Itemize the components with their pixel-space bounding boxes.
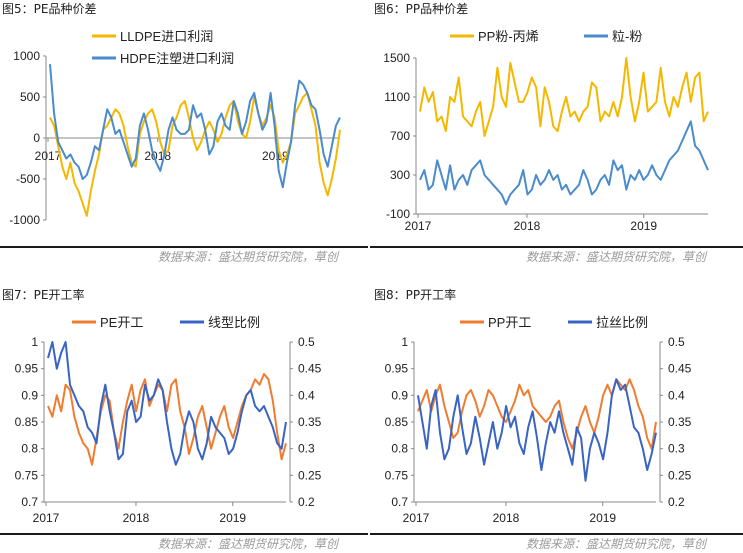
- chart-4-y-tick-label: 0.7: [391, 495, 408, 509]
- chart-4-series-2-line: [417, 378, 657, 482]
- chart-4-legend-label-2: 拉丝比例: [596, 315, 648, 330]
- chart-1-y-tick-label: -1000: [9, 213, 40, 227]
- chart-2-x-tick-label: 2018: [514, 219, 541, 233]
- chart-4-y2-tick-label: 0.2: [668, 495, 685, 509]
- chart-4-y-tick-label: 0.95: [385, 362, 409, 376]
- chart-3-y-tick-label: 0.95: [15, 362, 39, 376]
- chart-2-legend-label-2: 粒-粉: [612, 29, 642, 44]
- chart-2-divider: [370, 246, 743, 248]
- chart-3-y2-tick-label: 0.4: [298, 388, 315, 402]
- chart-1-series-2-line: [49, 64, 341, 189]
- chart-3-x-tick-label: 2017: [33, 511, 60, 525]
- chart-3-y-tick-label: 0.7: [21, 495, 38, 509]
- chart-2-series-2-line: [419, 120, 709, 206]
- chart-2-title: 图6：PP品种价差: [374, 2, 469, 16]
- chart-3-y2-tick-label: 0.3: [298, 442, 315, 456]
- chart-3-divider: [0, 533, 368, 535]
- chart-3-x-tick-label: 2019: [219, 511, 246, 525]
- chart-1-panel: 1000 500 0 -500 -1000 2017 2018 2019 LLDPE进口利润 HD…: [0, 18, 368, 244]
- chart-2-y-tick-label: 300: [390, 168, 410, 182]
- chart-2-y-tick-label: 1100: [384, 90, 410, 104]
- chart-4-source: 数据来源：盛达期货研究院，草创: [526, 537, 707, 551]
- chart-3-y2-tick-label: 0.2: [298, 495, 315, 509]
- chart-3-legend-label-2: 线型比例: [208, 315, 260, 330]
- chart-1-y-tick-label: 0: [33, 131, 40, 145]
- chart-4-y-tick-label: 0.8: [391, 442, 408, 456]
- chart-1-y-tick-label: 1000: [13, 49, 40, 63]
- chart-2-legend-label-1: PP粉-丙烯: [478, 29, 539, 44]
- chart-3-y-tick-label: 0.85: [15, 415, 39, 429]
- chart-1-x-tick-label: 2019: [262, 149, 289, 163]
- chart-3-y-tick-label: 0.75: [15, 468, 39, 482]
- chart-3-y-tick-label: 0.8: [21, 442, 38, 456]
- chart-4-y2-tick-label: 0.45: [668, 362, 692, 376]
- chart-4-x-tick-label: 2017: [403, 511, 430, 525]
- chart-3: 1 0.95 0.9 0.85 0.8 0.75 0.7 2017 2018 2019 0.5 0.4…: [15, 315, 322, 525]
- chart-3-y2-tick-label: 0.5: [298, 335, 315, 349]
- chart-1-title: 图5：PE品种价差: [2, 2, 97, 16]
- chart-4-y2-tick-label: 0.35: [668, 415, 692, 429]
- chart-4-y2-tick-label: 0.5: [668, 335, 685, 349]
- chart-3-legend-label-1: PE开工: [100, 315, 143, 330]
- chart-1-legend-label-2: HDPE注塑进口利润: [120, 51, 234, 66]
- chart-4-y2-tick-label: 0.3: [668, 442, 685, 456]
- chart-4-y2-tick-label: 0.25: [668, 468, 692, 482]
- chart-2-y-tick-label: -100: [386, 207, 410, 221]
- chart-4-x-tick-label: 2018: [493, 511, 520, 525]
- chart-3-y2-tick-label: 0.35: [298, 415, 322, 429]
- chart-4-y-tick-label: 0.9: [391, 388, 408, 402]
- chart-3-series-2-line: [47, 341, 287, 466]
- chart-2-y-tick-label: 1500: [383, 51, 410, 65]
- chart-4-title: 图8：PP开工率: [374, 288, 457, 302]
- chart-4-y-tick-label: 1: [401, 335, 408, 349]
- chart-4-y-tick-label: 0.85: [385, 415, 409, 429]
- chart-4: 1 0.95 0.9 0.85 0.8 0.75 0.7 2017 2018 2019 0.5 0.4…: [385, 315, 692, 525]
- chart-3-y-tick-label: 0.9: [21, 388, 38, 402]
- chart-1-divider: [0, 246, 368, 248]
- chart-2-series-1-line: [419, 57, 709, 137]
- chart-2-x-tick-label: 2017: [405, 219, 432, 233]
- chart-4-y-tick-label: 0.75: [385, 468, 409, 482]
- chart-2-panel: 1500 1100 700 300 -100 2017 2018 2019 PP粉-丙烯 粒-粉: [370, 18, 743, 244]
- chart-3-source: 数据来源：盛达期货研究院，草创: [158, 537, 339, 551]
- chart-3-y-tick-label: 1: [31, 335, 38, 349]
- chart-1-y-tick-label: -500: [16, 172, 40, 186]
- chart-1-y-tick-label: 500: [20, 90, 40, 104]
- chart-2-y-tick-label: 700: [390, 129, 410, 143]
- chart-1-x-tick-label: 2017: [35, 149, 62, 163]
- chart-1-source: 数据来源：盛达期货研究院，草创: [158, 250, 339, 264]
- chart-3-x-tick-label: 2018: [123, 511, 150, 525]
- chart-4-y2-tick-label: 0.4: [668, 388, 685, 402]
- chart-4-legend-label-1: PP开工: [488, 315, 531, 330]
- chart-4-panel: 1 0.95 0.9 0.85 0.8 0.75 0.7 2017 2018 2019 0.5 0.4…: [370, 304, 743, 532]
- chart-1-legend-label-1: LLDPE进口利润: [120, 29, 213, 44]
- chart-2-source: 数据来源：盛达期货研究院，草创: [526, 250, 707, 264]
- chart-3-panel: 1 0.95 0.9 0.85 0.8 0.75 0.7 2017 2018 2019 0.5 0.4…: [0, 304, 368, 532]
- chart-3-y2-tick-label: 0.25: [298, 468, 322, 482]
- chart-3-y2-tick-label: 0.45: [298, 362, 322, 376]
- chart-4-x-tick-label: 2019: [589, 511, 616, 525]
- chart-3-title: 图7：PE开工率: [2, 288, 85, 302]
- chart-2-x-tick-label: 2019: [630, 219, 657, 233]
- chart-4-divider: [370, 533, 743, 535]
